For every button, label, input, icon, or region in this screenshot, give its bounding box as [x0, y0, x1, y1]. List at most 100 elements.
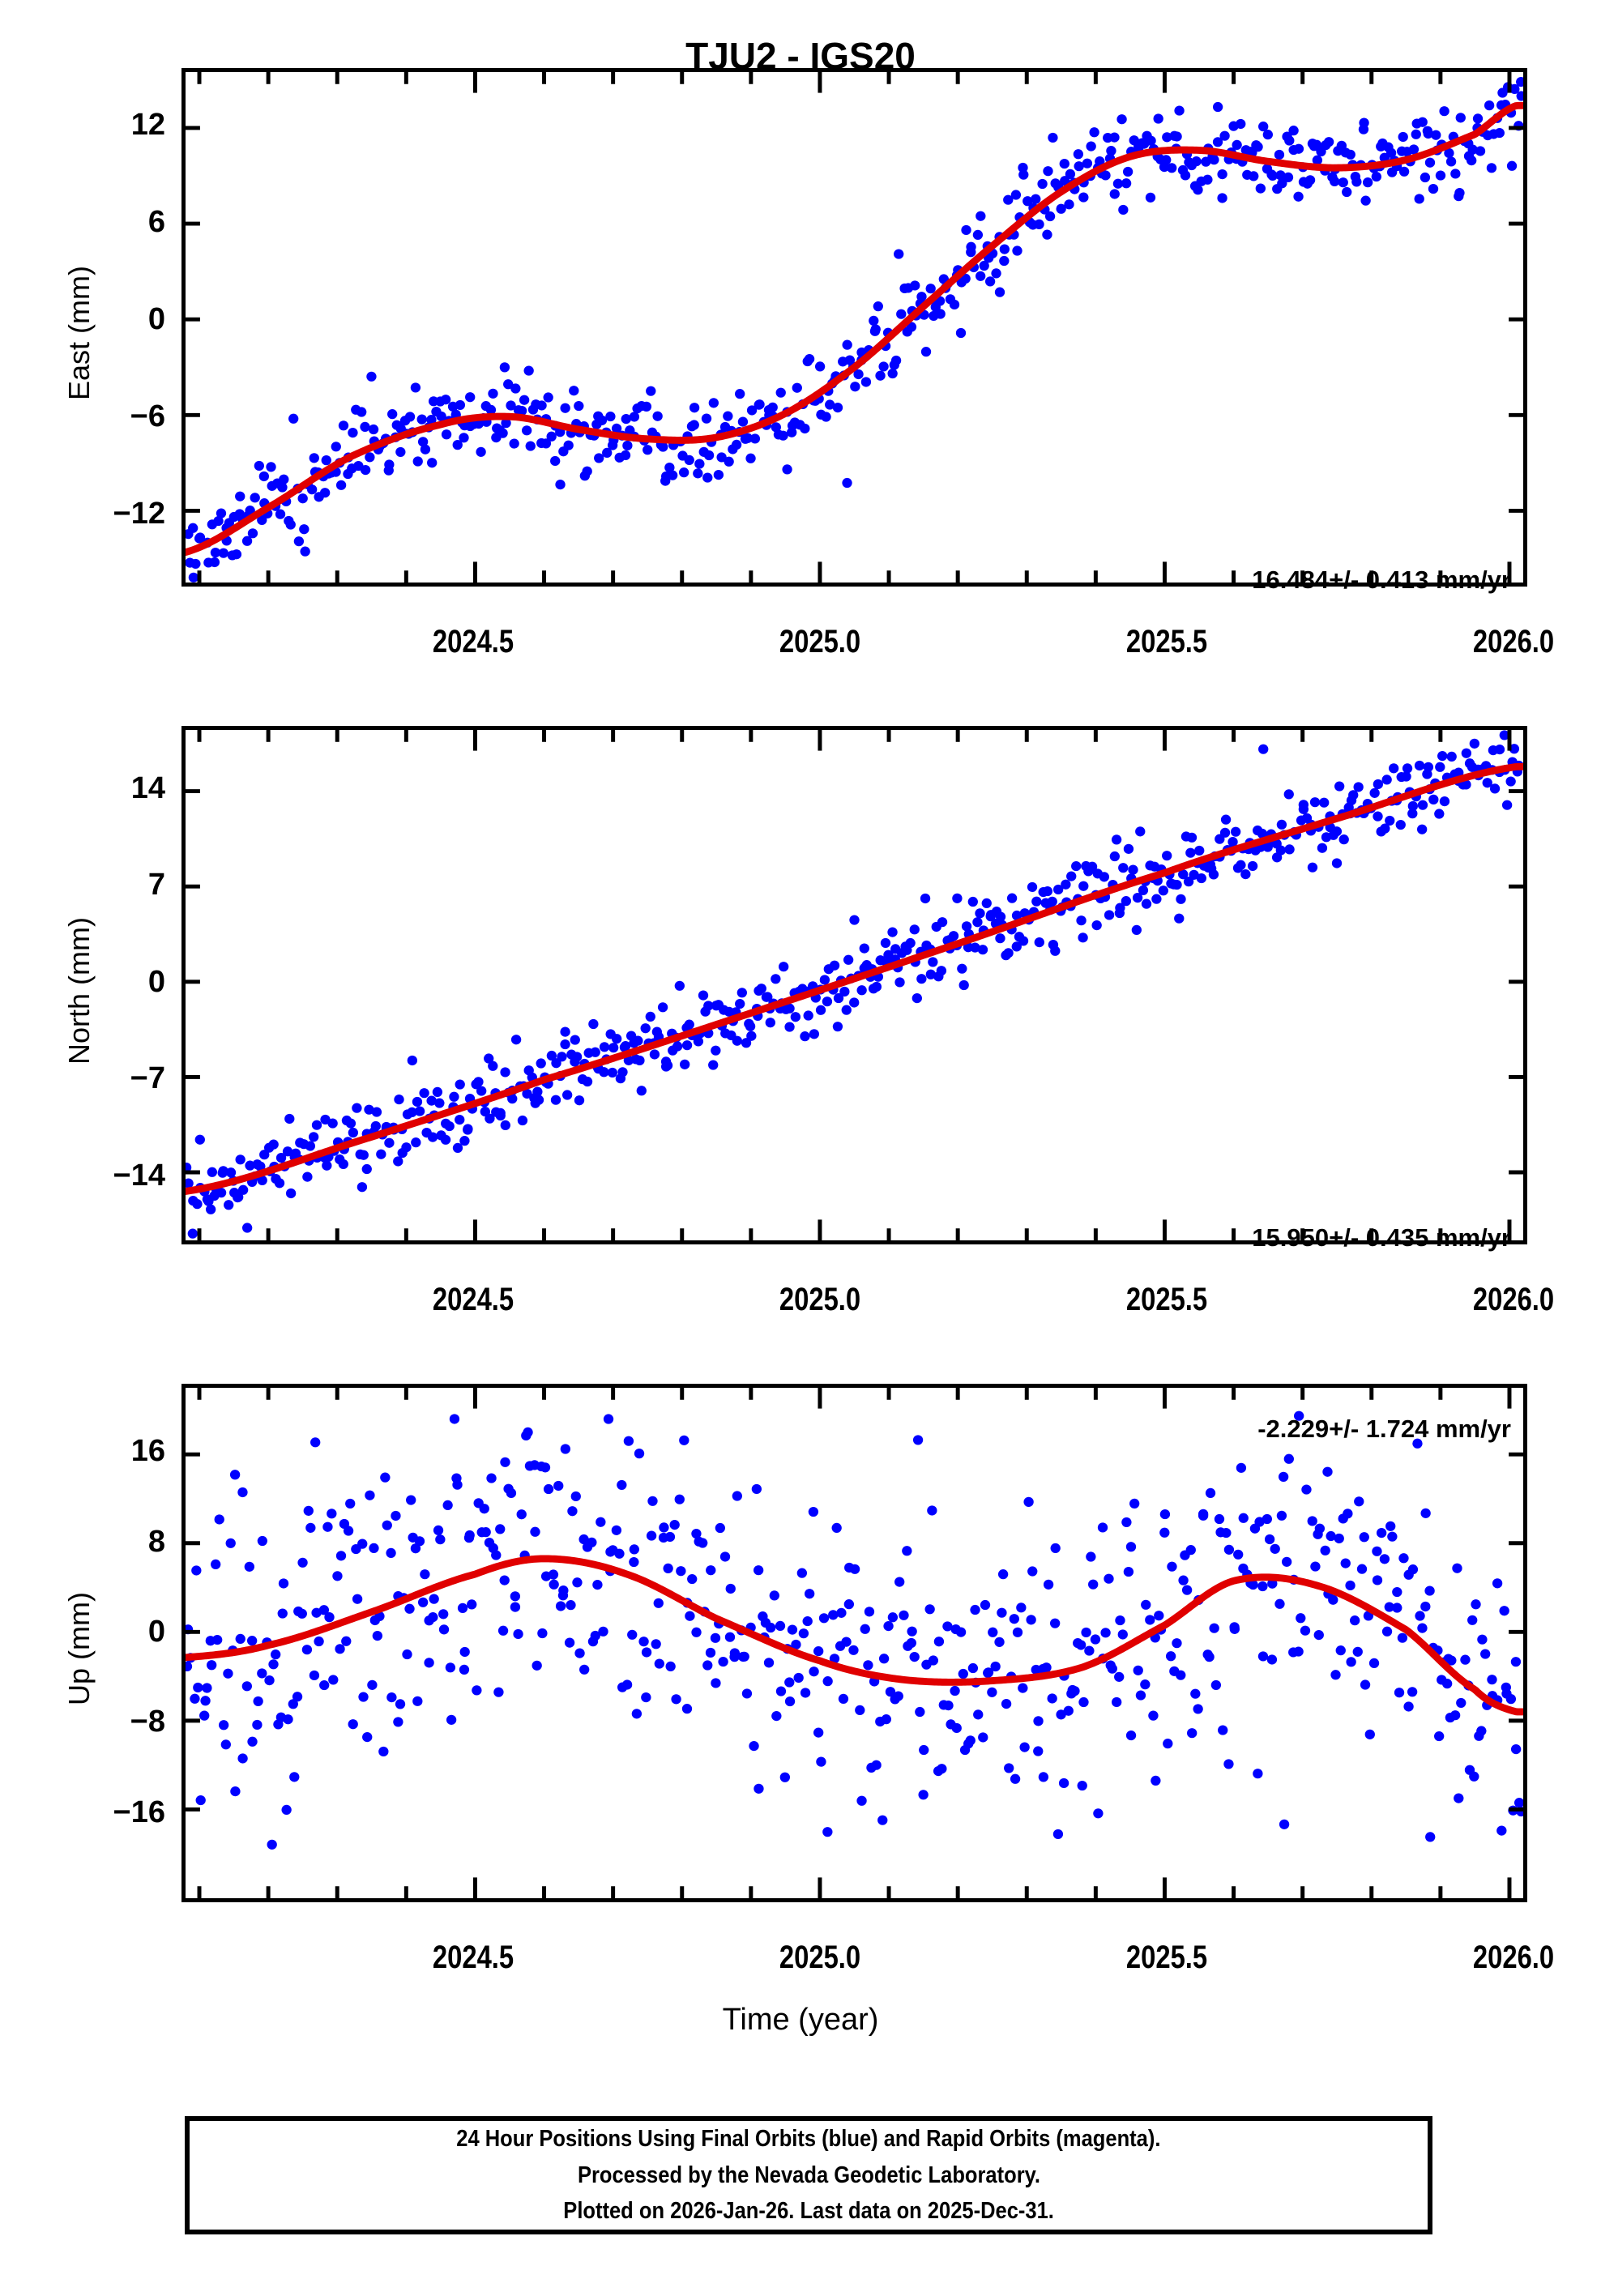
data-point	[419, 1088, 429, 1099]
data-point	[769, 1590, 779, 1601]
data-point	[662, 1060, 673, 1071]
data-point	[1323, 137, 1334, 147]
data-point	[949, 299, 960, 310]
data-point	[491, 1550, 502, 1560]
data-point	[1026, 1615, 1036, 1625]
data-point	[1387, 1531, 1398, 1542]
data-point	[1276, 1510, 1287, 1521]
data-point	[345, 1118, 356, 1129]
data-point	[433, 1525, 444, 1535]
data-point	[218, 1166, 228, 1176]
data-point	[698, 990, 709, 1001]
data-point	[839, 986, 850, 997]
data-point	[1209, 1623, 1219, 1633]
data-point	[358, 1692, 369, 1702]
data-point	[1066, 871, 1077, 881]
data-point	[1416, 824, 1428, 834]
data-point	[1248, 1579, 1258, 1590]
data-point	[300, 546, 310, 557]
data-point	[472, 1685, 482, 1696]
data-point	[476, 1086, 487, 1096]
data-point	[479, 1504, 489, 1514]
data-point	[800, 1688, 811, 1698]
data-point	[1140, 1679, 1151, 1690]
data-point	[887, 1612, 899, 1623]
data-point	[288, 413, 299, 424]
data-point	[1469, 738, 1479, 749]
data-point	[1296, 1613, 1306, 1624]
data-point	[420, 1569, 430, 1580]
data-point	[977, 945, 988, 955]
data-point	[314, 1636, 324, 1647]
data-point	[1253, 142, 1263, 152]
data-point	[1354, 1496, 1364, 1507]
data-point	[631, 1709, 643, 1719]
data-point	[832, 1022, 843, 1032]
data-point	[1345, 1580, 1356, 1591]
data-point	[1356, 1564, 1368, 1574]
data-point	[710, 1632, 721, 1643]
data-point	[1236, 1462, 1247, 1473]
x-tick-label: 2025.5	[1125, 624, 1207, 659]
data-point	[818, 1613, 830, 1624]
data-point	[247, 1736, 258, 1747]
data-point	[533, 1095, 544, 1105]
data-point	[883, 1620, 894, 1632]
panel-east-frame	[181, 68, 1527, 587]
data-point	[1075, 1640, 1087, 1650]
data-point	[1402, 763, 1413, 774]
data-point	[241, 536, 253, 546]
data-point	[275, 1152, 287, 1163]
data-point	[951, 1722, 962, 1734]
data-point	[1494, 127, 1505, 139]
data-point	[338, 1159, 348, 1170]
data-point	[257, 1535, 268, 1547]
data-point	[322, 1521, 333, 1532]
y-tick-label: 8	[147, 1524, 165, 1559]
data-point	[362, 1731, 373, 1743]
data-point	[703, 450, 715, 461]
data-point	[782, 464, 792, 475]
data-point	[503, 379, 514, 390]
data-point	[994, 287, 1005, 297]
data-point	[1423, 128, 1433, 139]
data-point	[1516, 91, 1523, 101]
data-point	[1131, 924, 1142, 936]
data-point	[1284, 135, 1295, 146]
data-point	[322, 1160, 332, 1171]
data-point	[924, 1604, 935, 1615]
panel-north-rate-annotation: 15.950+/- 0.435 mm/yr	[1252, 1223, 1511, 1252]
data-point	[440, 1134, 451, 1145]
data-point	[706, 1565, 716, 1576]
data-point	[676, 1566, 686, 1577]
data-point	[684, 455, 694, 465]
data-point	[1042, 886, 1053, 897]
data-point	[536, 400, 547, 411]
data-point	[1253, 1769, 1263, 1779]
data-point	[1505, 776, 1516, 787]
data-point	[404, 412, 416, 422]
data-point	[305, 1141, 316, 1151]
data-point	[1037, 178, 1048, 190]
data-point	[1262, 130, 1273, 140]
data-point	[1334, 781, 1345, 792]
data-point	[701, 413, 712, 424]
data-point	[1475, 146, 1486, 156]
data-point	[244, 1561, 254, 1572]
data-point	[958, 979, 969, 991]
data-point	[288, 1699, 298, 1709]
data-point	[927, 1505, 937, 1516]
data-point	[636, 1086, 647, 1096]
data-point	[417, 1597, 429, 1607]
data-point	[1258, 122, 1269, 132]
data-point	[275, 509, 286, 519]
data-point	[787, 1624, 798, 1635]
data-point	[1397, 1632, 1408, 1643]
data-point	[364, 1104, 374, 1115]
data-point	[705, 1647, 716, 1658]
data-point	[919, 1744, 929, 1756]
data-point	[611, 1034, 622, 1044]
data-point	[1089, 127, 1099, 138]
data-point	[367, 1679, 378, 1690]
data-point	[1275, 170, 1286, 181]
